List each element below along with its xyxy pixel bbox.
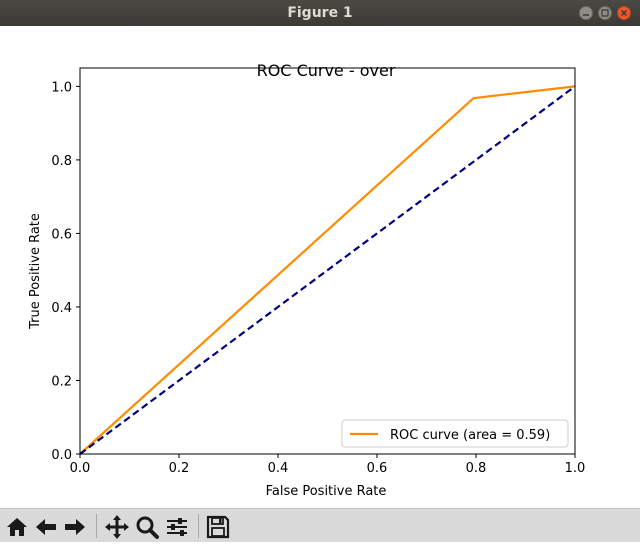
window-title: Figure 1: [287, 5, 353, 21]
y-tick-label: 0.8: [51, 154, 72, 169]
y-tick-label: 0.4: [51, 301, 72, 316]
sliders-icon: [167, 518, 187, 536]
legend-box: [341, 419, 569, 448]
home-button[interactable]: [3, 513, 31, 541]
arrow-right-icon: [65, 519, 85, 535]
legend-label: ROC curve (area = 0.59): [390, 428, 550, 443]
y-tick-label: 0.2: [51, 374, 72, 389]
y-axis-label: True Positive Rate: [28, 213, 43, 330]
toolbar-separator: [96, 514, 97, 538]
pan-button[interactable]: [103, 513, 131, 541]
minimize-icon: [583, 14, 589, 16]
minimize-button[interactable]: [579, 6, 593, 20]
chart-title: ROC Curve - over: [257, 61, 396, 80]
x-tick-label: 0.2: [169, 461, 190, 476]
x-tick-label: 0.8: [466, 461, 487, 476]
x-tick-label: 0.0: [70, 461, 91, 476]
zoom-button[interactable]: [133, 513, 161, 541]
y-tick-label: 0.6: [51, 227, 72, 242]
configure-subplots-button[interactable]: [163, 513, 191, 541]
plot-area: 0.0 0.2 0.4 0.6 0.8 1.0 0.0 0.2 0.4 0.6 0.8 1.0 ROC …: [51, 67, 586, 476]
x-tick-label: 1.0: [565, 461, 586, 476]
y-tick-label: 0.0: [51, 448, 72, 463]
forward-button[interactable]: [61, 513, 89, 541]
x-axis-label: False Positive Rate: [266, 484, 387, 499]
roc-chart: ROC Curve - over 0.0 0.2 0.4 0.6 0.8 1.00.00.…: [28, 61, 586, 499]
chance-diagonal-line: [79, 85, 576, 455]
home-icon: [7, 518, 27, 536]
close-icon: [620, 9, 628, 17]
window-titlebar: Figure 1: [0, 0, 640, 26]
plot-frame: [79, 67, 576, 455]
move-icon: [105, 515, 129, 539]
figure-canvas[interactable]: ROC Curve - over 0.0 0.2 0.4 0.6 0.8 1.0 0.0 0.…: [0, 26, 640, 508]
maximize-icon: [601, 9, 609, 17]
x-tick-label: 0.4: [268, 461, 289, 476]
floppy-disk-icon: [206, 515, 230, 539]
back-button[interactable]: [32, 513, 60, 541]
x-tick-label: 0.6: [367, 461, 388, 476]
arrow-left-icon: [36, 519, 56, 535]
save-button[interactable]: [204, 513, 232, 541]
navigation-toolbar: [0, 508, 640, 542]
toolbar-separator: [198, 514, 199, 538]
roc-curve-line: [79, 85, 576, 455]
magnifier-icon: [136, 516, 159, 539]
legend: ROC curve (area = 0.59): [341, 419, 569, 448]
maximize-button[interactable]: [598, 6, 612, 20]
y-tick-label: 1.0: [51, 80, 72, 95]
close-button[interactable]: [617, 6, 631, 20]
